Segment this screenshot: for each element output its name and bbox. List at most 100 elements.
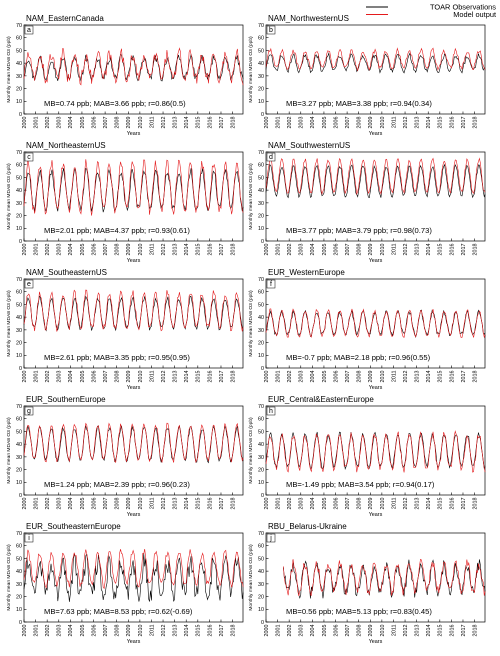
panel-title: EUR_SouthernEurope bbox=[26, 395, 106, 404]
y-tick-label: 0 bbox=[261, 620, 264, 626]
x-tick-label: 2005 bbox=[80, 371, 86, 383]
x-tick-label: 2015 bbox=[438, 244, 444, 256]
y-tick-label: 60 bbox=[16, 544, 22, 550]
x-tick-label: 2003 bbox=[299, 498, 305, 510]
y-tick-label: 40 bbox=[258, 188, 264, 194]
y-axis-label: Monthly mean MDA8 O3 (ppb) bbox=[248, 290, 254, 357]
x-tick-label: 2011 bbox=[149, 117, 155, 129]
stats-text: MB=2.01 ppb; MAB=4.37 ppb; r=0.93(0.61) bbox=[44, 226, 190, 235]
legend-label-1: Model output bbox=[453, 10, 496, 19]
x-tick-label: 2018 bbox=[230, 371, 236, 383]
x-tick-label: 2004 bbox=[310, 625, 316, 637]
x-tick-label: 2008 bbox=[357, 117, 363, 129]
x-tick-label: 2010 bbox=[380, 371, 386, 383]
x-tick-label: 2017 bbox=[461, 244, 467, 256]
x-tick-label: 2015 bbox=[196, 244, 202, 256]
plot-frame bbox=[23, 24, 244, 115]
y-tick-label: 50 bbox=[16, 302, 22, 308]
y-tick-label: 20 bbox=[16, 86, 22, 92]
y-tick-label: 10 bbox=[16, 353, 22, 359]
x-tick-label: 2014 bbox=[426, 371, 432, 383]
y-tick-label: 20 bbox=[258, 594, 264, 600]
x-tick-label: 2018 bbox=[230, 117, 236, 129]
panel-j: RBU_Belarus-Ukraine 0 10 20 30 40 50 60 70 Monthl… bbox=[248, 522, 486, 645]
x-tick-label: 2001 bbox=[33, 117, 39, 129]
x-tick-label: 2001 bbox=[33, 244, 39, 256]
x-tick-label: 2012 bbox=[403, 244, 409, 256]
panel-title: EUR_Central&EasternEurope bbox=[268, 395, 374, 404]
y-tick-label: 30 bbox=[258, 74, 264, 80]
y-tick-label: 20 bbox=[258, 213, 264, 219]
y-tick-label: 50 bbox=[258, 429, 264, 435]
x-tick-label: 2008 bbox=[115, 625, 121, 637]
x-tick-label: 2015 bbox=[438, 498, 444, 510]
x-tick-label: 2010 bbox=[380, 625, 386, 637]
x-tick-label: 2013 bbox=[415, 244, 421, 256]
y-tick-label: 10 bbox=[16, 226, 22, 232]
y-tick-label: 50 bbox=[16, 175, 22, 181]
x-tick-label: 2015 bbox=[196, 117, 202, 129]
x-tick-label: 2015 bbox=[438, 625, 444, 637]
x-tick-label: 2011 bbox=[391, 371, 397, 383]
panel-c: NAM_NortheasternUS 0 10 20 30 40 50 60 70 Monthly… bbox=[6, 141, 244, 264]
y-tick-label: 20 bbox=[16, 594, 22, 600]
x-tick-label: 2002 bbox=[287, 625, 293, 637]
series-line-model bbox=[23, 159, 244, 216]
y-tick-label: 50 bbox=[16, 556, 22, 562]
y-tick-label: 40 bbox=[258, 315, 264, 321]
x-tick-label: 2013 bbox=[173, 625, 179, 637]
x-tick-label: 2011 bbox=[391, 244, 397, 256]
x-tick-label: 2016 bbox=[207, 371, 213, 383]
plot-frame bbox=[23, 151, 244, 242]
y-tick-label: 10 bbox=[16, 480, 22, 486]
stats-text: MB=2.61 ppb; MAB=3.35 ppb; r=0.95(0.95) bbox=[44, 353, 190, 362]
x-tick-label: 2013 bbox=[415, 117, 421, 129]
x-tick-label: 2015 bbox=[438, 117, 444, 129]
x-tick-label: 2013 bbox=[173, 371, 179, 383]
x-tick-label: 2002 bbox=[45, 371, 51, 383]
series-line-observations bbox=[23, 167, 244, 213]
y-tick-label: 0 bbox=[261, 366, 264, 372]
panel-title: NAM_SouthwesternUS bbox=[268, 141, 350, 150]
y-tick-label: 50 bbox=[258, 556, 264, 562]
x-tick-label: 2004 bbox=[68, 117, 74, 129]
x-tick-label: 2008 bbox=[357, 371, 363, 383]
y-tick-label: 60 bbox=[16, 417, 22, 423]
series-line-model bbox=[265, 430, 486, 473]
x-tick-label: 2000 bbox=[22, 244, 28, 256]
series-line-model bbox=[265, 47, 486, 72]
x-tick-label: 2006 bbox=[91, 244, 97, 256]
panel-title: NAM_NorthwesternUS bbox=[268, 14, 349, 23]
series-line-model bbox=[23, 422, 244, 464]
x-tick-label: 2012 bbox=[403, 625, 409, 637]
series-line-model bbox=[265, 157, 486, 196]
x-tick-label: 2018 bbox=[230, 498, 236, 510]
series-line-observations bbox=[265, 52, 486, 74]
stats-text: MB=3.77 ppb; MAB=3.79 ppb; r=0.98(0.73) bbox=[286, 226, 432, 235]
x-tick-label: 2009 bbox=[368, 244, 374, 256]
panel-letter-box bbox=[24, 152, 34, 162]
x-tick-label: 2012 bbox=[161, 625, 167, 637]
x-tick-label: 2014 bbox=[184, 117, 190, 129]
series-line-observations bbox=[265, 163, 486, 199]
y-tick-label: 70 bbox=[16, 23, 22, 29]
panel-letter: c bbox=[27, 154, 31, 161]
x-tick-label: 2005 bbox=[322, 244, 328, 256]
x-tick-label: 2018 bbox=[230, 625, 236, 637]
x-tick-label: 2005 bbox=[322, 371, 328, 383]
y-tick-label: 70 bbox=[258, 150, 264, 156]
y-tick-label: 0 bbox=[261, 493, 264, 499]
y-tick-label: 60 bbox=[16, 163, 22, 169]
y-tick-label: 70 bbox=[258, 404, 264, 410]
y-axis-label: Monthly mean MDA8 O3 (ppb) bbox=[6, 163, 12, 230]
x-tick-label: 2004 bbox=[68, 244, 74, 256]
series-line-model bbox=[283, 558, 486, 597]
x-tick-label: 2010 bbox=[380, 244, 386, 256]
plot-frame bbox=[265, 532, 486, 623]
x-tick-label: 2016 bbox=[449, 625, 455, 637]
x-tick-label: 2005 bbox=[80, 117, 86, 129]
x-tick-label: 2000 bbox=[264, 117, 270, 129]
x-tick-label: 2007 bbox=[103, 244, 109, 256]
panel-letter-box bbox=[24, 406, 34, 416]
panel-title: EUR_WesternEurope bbox=[268, 268, 345, 277]
